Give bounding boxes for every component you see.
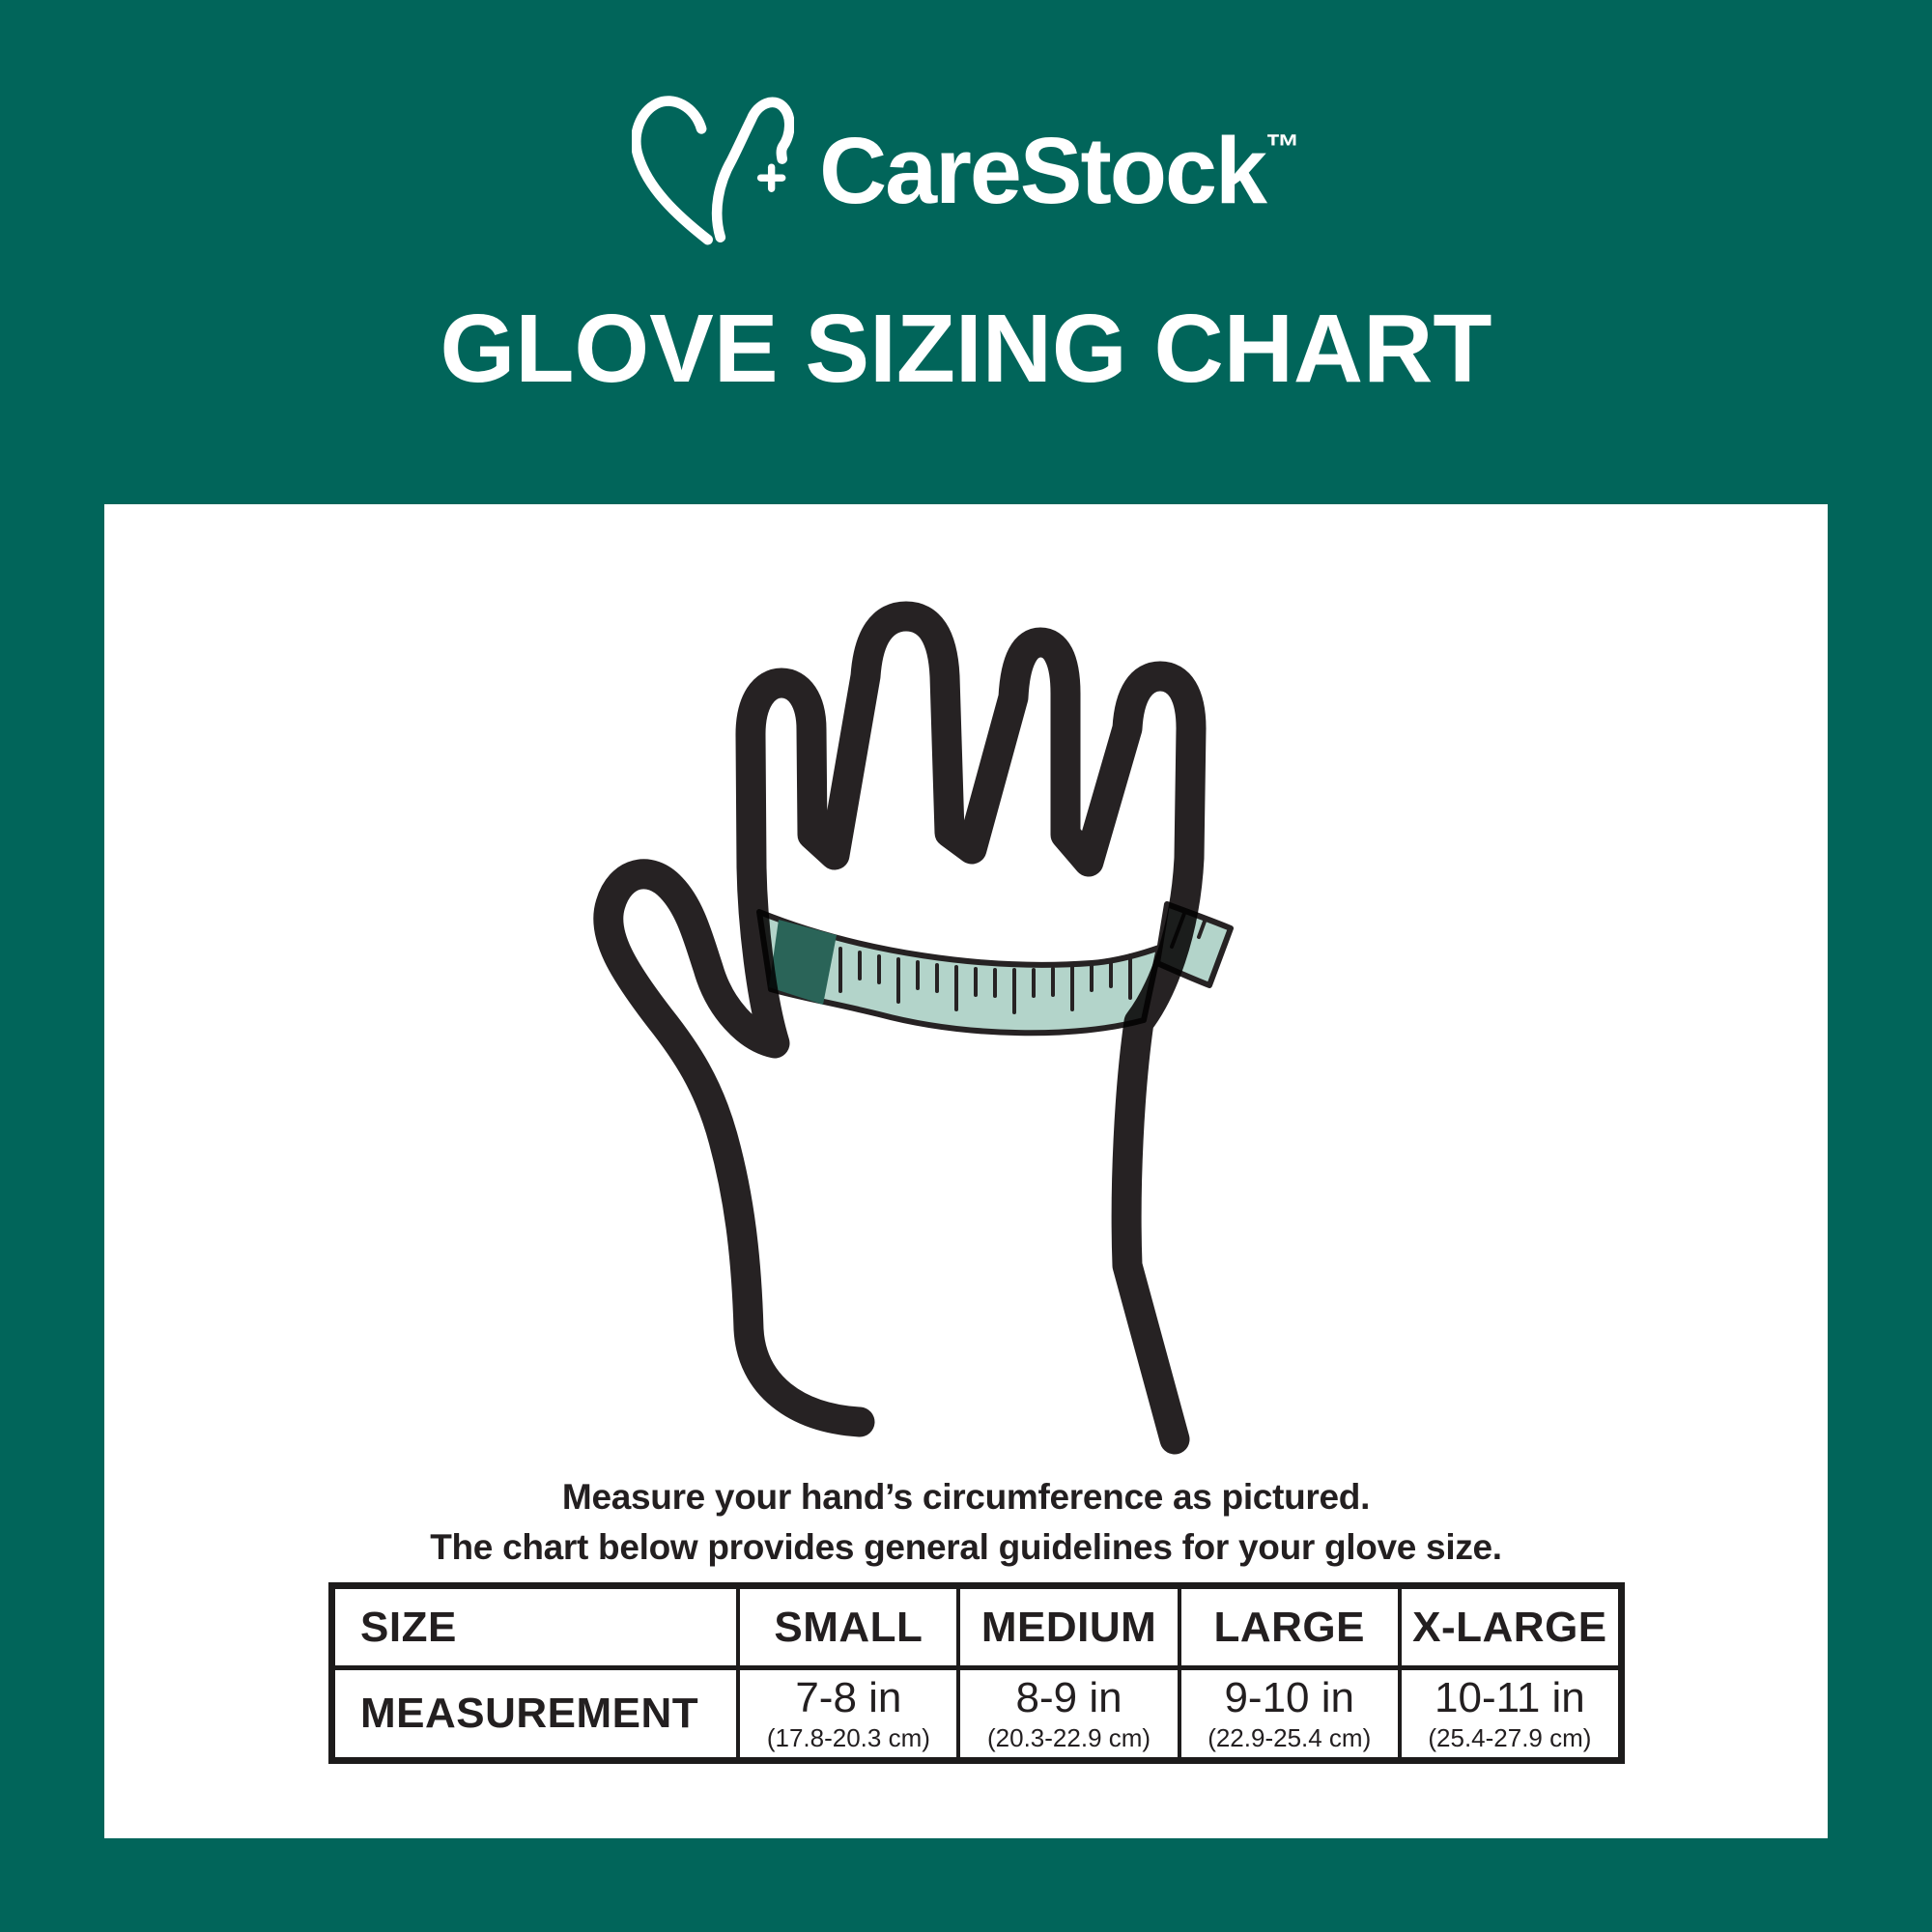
measurement-cell-large: 9-10 in (22.9-25.4 cm) [1177, 1670, 1398, 1757]
table-header-large: LARGE [1177, 1589, 1398, 1670]
measurement-cell-xlarge: 10-11 in (25.4-27.9 cm) [1397, 1670, 1618, 1757]
medium-inches: 8-9 in [1015, 1673, 1122, 1721]
small-inches: 7-8 in [795, 1673, 902, 1721]
tape-shadow-left [769, 920, 837, 1005]
content-panel: Measure your hand’s circumference as pic… [104, 504, 1828, 1838]
measurement-row-label: MEASUREMENT [360, 1690, 699, 1737]
medium-cm: (20.3-22.9 cm) [987, 1722, 1151, 1752]
hand-measurement-illustration [593, 601, 1234, 1455]
small-cm: (17.8-20.3 cm) [766, 1722, 930, 1752]
brand-name-text: CareStock [819, 117, 1267, 223]
hand-outline [593, 601, 1207, 1455]
large-inches: 9-10 in [1224, 1673, 1354, 1721]
page-title: GLOVE SIZING CHART [440, 295, 1492, 403]
figure-caption: Measure your hand’s circumference as pic… [104, 1472, 1828, 1573]
brand-logo-row: CareStock ™ [0, 93, 1932, 247]
caption-line-1: Measure your hand’s circumference as pic… [561, 1477, 1371, 1517]
tape-band [756, 909, 1162, 1037]
xlarge-inches: 10-11 in [1435, 1673, 1585, 1721]
xlarge-cm: (25.4-27.9 cm) [1428, 1722, 1592, 1752]
heart-c-stroke [632, 96, 714, 245]
brand-name: CareStock ™ [819, 124, 1300, 217]
caption-line-2: The chart below provides general guideli… [430, 1527, 1502, 1567]
large-cm: (22.9-25.4 cm) [1208, 1722, 1372, 1752]
table-header-medium: MEDIUM [956, 1589, 1178, 1670]
heart-s-stroke [711, 97, 795, 242]
tape-tab-ticks [1170, 909, 1208, 949]
brand-trademark: ™ [1264, 126, 1300, 166]
table-header-size: SIZE [335, 1589, 737, 1670]
measuring-tape [756, 901, 1234, 1037]
tape-ticks [838, 947, 1132, 1014]
table-header-xlarge: X-LARGE [1397, 1589, 1618, 1670]
heart-plus-icon [632, 96, 795, 245]
table-header-small: SMALL [736, 1589, 957, 1670]
measurement-cell-medium: 8-9 in (20.3-22.9 cm) [956, 1670, 1177, 1757]
measurement-cell-small: 7-8 in (17.8-20.3 cm) [736, 1670, 956, 1757]
plus-icon [756, 163, 786, 192]
sizing-table: SIZE SMALL MEDIUM LARGE X-LARGE MEASUREM… [328, 1582, 1625, 1764]
